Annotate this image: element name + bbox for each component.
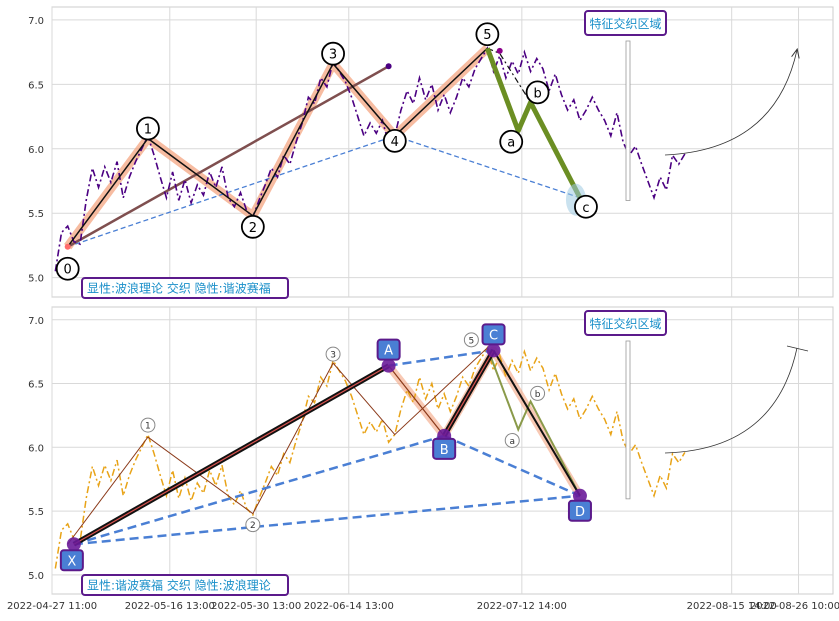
wave-label: 2 xyxy=(249,221,257,236)
y-tick-label: 5.0 xyxy=(28,274,44,285)
harmonic-label: D xyxy=(575,505,585,520)
corrective-wave-line xyxy=(485,47,583,199)
wave-label-circle xyxy=(525,80,550,105)
pattern-legend: 显性:波浪理论 交织 隐性:谐波赛福 xyxy=(87,281,271,296)
wave-label-circle xyxy=(240,214,265,239)
harmonic-point-marker xyxy=(381,358,396,373)
wave-small-circle xyxy=(463,332,479,348)
wave-small-circle xyxy=(325,346,341,362)
wave-small-label: 5 xyxy=(469,336,475,346)
wave-label: a xyxy=(507,136,515,151)
impulse-wave-line xyxy=(67,47,488,248)
wave-label: 4 xyxy=(391,135,399,150)
x-tick-label: 2022-05-16 13:00 xyxy=(125,601,215,612)
x-tick-label: 2022-07-12 14:00 xyxy=(477,601,567,612)
wave-label-circle xyxy=(574,194,598,219)
pattern-legend: 显性:谐波赛福 交织 隐性:波浪理论 xyxy=(87,578,271,593)
x-tick-label: 2022-05-30 13:00 xyxy=(211,601,301,612)
x-tick-label: 2022-08-15 14:00 xyxy=(687,601,777,612)
wave-thin-line xyxy=(67,347,488,545)
harmonic-leg-core xyxy=(443,350,495,437)
harmonic-label-box xyxy=(481,323,506,346)
harmonic-label: C xyxy=(489,328,498,343)
pattern-legend-box xyxy=(81,574,289,596)
region-label: 特征交织区域 xyxy=(589,316,661,331)
y-tick-label: 5.0 xyxy=(28,571,44,582)
y-tick-label: 5.5 xyxy=(28,507,44,518)
wave-label-circle xyxy=(55,256,80,281)
y-tick-label: 5.5 xyxy=(28,209,44,220)
wave-label-circle xyxy=(136,116,160,141)
harmonic-label-box xyxy=(567,499,592,522)
projection-arrow-tick xyxy=(786,345,809,352)
x-tick-label: 2022-06-14 13:00 xyxy=(304,601,394,612)
wave-small-label: 3 xyxy=(330,351,336,361)
wave-small-circle xyxy=(245,517,261,533)
wave-small-label: 1 xyxy=(145,422,151,432)
a-top-marker xyxy=(385,63,392,70)
harmonic-dashed-line xyxy=(388,349,494,367)
c-top-marker xyxy=(496,47,503,54)
wave-label: b xyxy=(533,86,541,101)
harmonic-label-box xyxy=(59,549,84,572)
region-pointer-bar xyxy=(625,340,631,500)
wave-label-circle xyxy=(499,129,524,154)
projection-arrow xyxy=(664,50,797,156)
wave-small-label: a xyxy=(509,437,515,447)
y-tick-label: 6.5 xyxy=(28,380,44,391)
harmonic-point-marker xyxy=(572,488,587,503)
wave-label: 0 xyxy=(64,263,72,278)
panel-bottom: 5.0 5.5 6.0 6.5 7.0 X A B C D 1 2 3 5 a b 特征交织区域显性:谐波赛福 … xyxy=(28,306,834,596)
wave-label: 1 xyxy=(144,122,152,137)
price-series-line xyxy=(54,345,686,569)
harmonic-dashed-line xyxy=(73,494,581,546)
harmonic-label: X xyxy=(67,554,76,569)
xa-brown-line xyxy=(67,65,390,248)
wave-label-circle xyxy=(321,41,345,66)
region-label-box xyxy=(584,310,667,336)
corrective-dashdot-line xyxy=(487,47,532,103)
projection-arrow xyxy=(664,347,798,454)
wave-small-circle xyxy=(504,432,520,448)
wave-label: 5 xyxy=(483,28,491,43)
harmonic-ab-line xyxy=(388,365,445,437)
harmonic-cd-line xyxy=(492,349,581,497)
wave-small-circle xyxy=(530,385,546,401)
corrective-thin-line xyxy=(486,347,581,497)
wave-label: 3 xyxy=(329,48,337,63)
y-tick-label: 7.0 xyxy=(28,16,44,27)
harmonic-point-marker xyxy=(486,343,501,358)
wave-label-circle xyxy=(382,128,407,153)
wave-small-label: 2 xyxy=(250,521,256,531)
x-tick-label: 2022-08-26 10:00 xyxy=(750,601,839,612)
start-marker xyxy=(64,243,71,250)
harmonic-point-marker xyxy=(66,537,81,552)
harmonic-label: A xyxy=(384,344,393,359)
harmonic-label-box xyxy=(376,338,401,361)
y-tick-label: 6.0 xyxy=(28,145,44,156)
x-tick-label: 2022-04-27 11:00 xyxy=(7,601,97,612)
wave-label-circle xyxy=(475,22,500,47)
y-tick-label: 6.0 xyxy=(28,443,44,454)
wave-small-label: b xyxy=(535,390,541,400)
wave-label: c xyxy=(582,201,589,216)
y-tick-label: 6.5 xyxy=(28,80,44,91)
region-label-box xyxy=(584,10,667,36)
pattern-legend-box xyxy=(81,277,289,299)
y-tick-label: 7.0 xyxy=(28,316,44,327)
harmonic-label: B xyxy=(440,443,449,458)
harmonic-label-box xyxy=(432,437,457,460)
harmonic-dashed-line xyxy=(73,434,445,546)
harmonic-dashed-line xyxy=(443,434,581,497)
harmonic-leg-core xyxy=(73,365,389,545)
price-series-line xyxy=(54,46,686,272)
region-label: 特征交织区域 xyxy=(589,16,661,31)
wave-small-circle xyxy=(140,417,156,433)
region-pointer-bar xyxy=(625,40,631,201)
